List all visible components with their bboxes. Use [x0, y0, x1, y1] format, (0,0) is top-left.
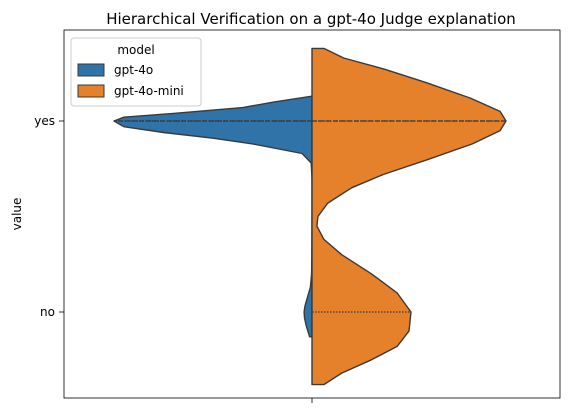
legend-swatch-gpt-4o-mini: [77, 84, 105, 98]
violin-gpt-4o-mini: [311, 47, 507, 386]
y-tick-label-yes: yes: [34, 114, 55, 128]
legend-label-gpt-4o: gpt-4o: [114, 63, 153, 77]
y-axis-ticks: yes no: [34, 114, 64, 319]
violins: [113, 47, 507, 386]
legend-entries: gpt-4o gpt-4o-mini: [77, 63, 184, 98]
y-tick-label-no: no: [40, 305, 55, 319]
violin-gpt-4o: [113, 95, 313, 338]
legend: model gpt-4o gpt-4o-mini: [70, 37, 202, 107]
legend-swatch-gpt-4o: [77, 63, 105, 77]
legend-title: model: [117, 43, 154, 57]
legend-label-gpt-4o-mini: gpt-4o-mini: [114, 84, 184, 98]
chart-title: Hierarchical Verification on a gpt-4o Ju…: [106, 10, 516, 28]
y-axis-label: value: [10, 198, 24, 231]
